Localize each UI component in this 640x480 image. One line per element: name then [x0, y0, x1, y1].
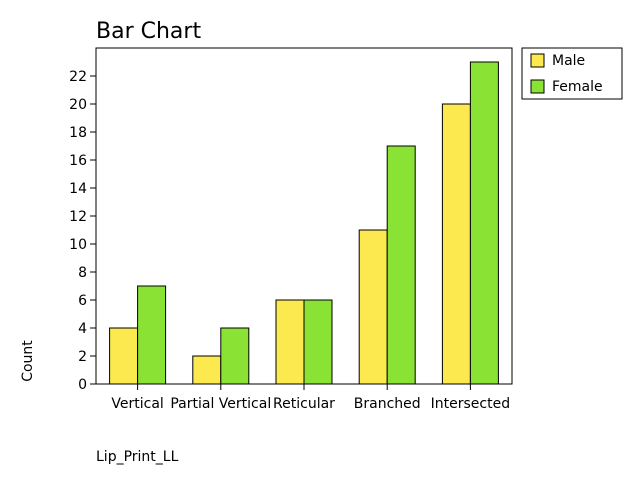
bar-male-branched — [358, 229, 388, 385]
x-tick-label: Intersected — [431, 396, 510, 412]
bar-male-partial-vertical — [192, 355, 222, 385]
legend-label-female: Female — [552, 79, 603, 95]
y-tick-label: 18 — [69, 125, 87, 141]
x-tick-label: Vertical — [111, 396, 163, 412]
bar-male-intersected — [441, 103, 471, 385]
y-tick-label: 14 — [69, 181, 87, 197]
x-tick-label: Reticular — [273, 396, 335, 412]
legend-label-male: Male — [552, 53, 585, 69]
bar-male-vertical — [109, 327, 139, 385]
legend: Male Female — [521, 47, 623, 100]
y-tick-label: 16 — [69, 153, 87, 169]
bar-female-branched — [386, 145, 416, 385]
y-tick-label: 10 — [69, 237, 87, 253]
y-axis-label: Count — [20, 340, 36, 382]
y-tick-label: 4 — [78, 321, 87, 337]
x-tick-label: Partial Vertical — [170, 396, 271, 412]
y-tick-label: 2 — [78, 349, 87, 365]
bar-male-reticular — [275, 299, 305, 385]
bar-female-partial-vertical — [220, 327, 250, 385]
y-tick-label: 6 — [78, 293, 87, 309]
y-tick-label: 0 — [78, 377, 87, 393]
x-axis-label: Lip_Print_LL — [96, 449, 179, 465]
y-tick-label: 8 — [78, 265, 87, 281]
y-tick-label: 20 — [69, 97, 87, 113]
bar-female-vertical — [137, 285, 167, 385]
bar-female-intersected — [469, 61, 499, 385]
plot-area: 0 2 4 6 8 10 12 14 16 18 20 22 Vertical Partial Verti… — [69, 47, 513, 412]
bar-female-reticular — [303, 299, 333, 385]
legend-swatch-female — [530, 79, 545, 94]
chart-title: Bar Chart — [96, 19, 201, 44]
legend-swatch-male — [530, 53, 545, 68]
y-tick-label: 22 — [69, 69, 87, 85]
x-tick-label: Branched — [354, 396, 421, 412]
y-tick-label: 12 — [69, 209, 87, 225]
